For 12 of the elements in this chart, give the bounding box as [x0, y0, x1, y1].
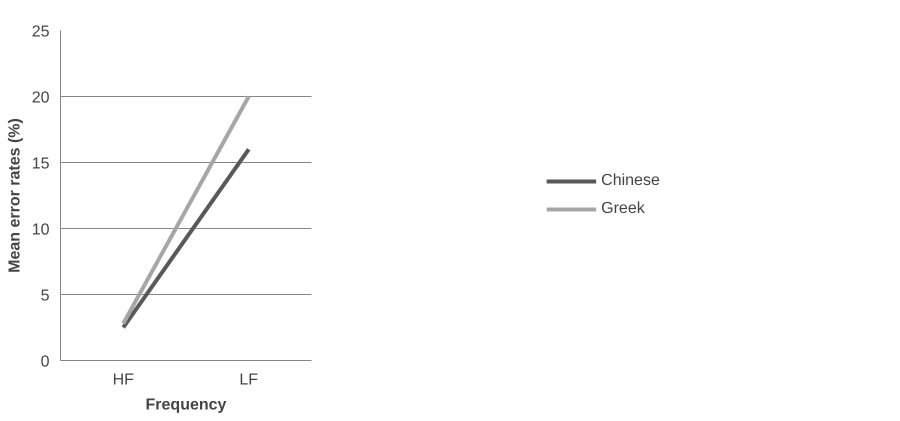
y-tick-label: 5 — [40, 288, 50, 304]
x-tick-label: LF — [239, 372, 258, 388]
legend-label: Chinese — [601, 172, 660, 190]
y-tick-label: 25 — [32, 24, 50, 40]
y-tick-label: 20 — [32, 90, 50, 106]
x-axis-title: Frequency — [146, 396, 227, 414]
legend-label: Greek — [601, 200, 645, 218]
y-axis-title: Mean error rates (%) — [6, 118, 24, 273]
y-tick-label: 10 — [32, 222, 50, 238]
y-tick-label: 0 — [40, 354, 50, 370]
y-tick-label: 15 — [32, 156, 50, 172]
x-tick-label: HF — [112, 372, 134, 388]
